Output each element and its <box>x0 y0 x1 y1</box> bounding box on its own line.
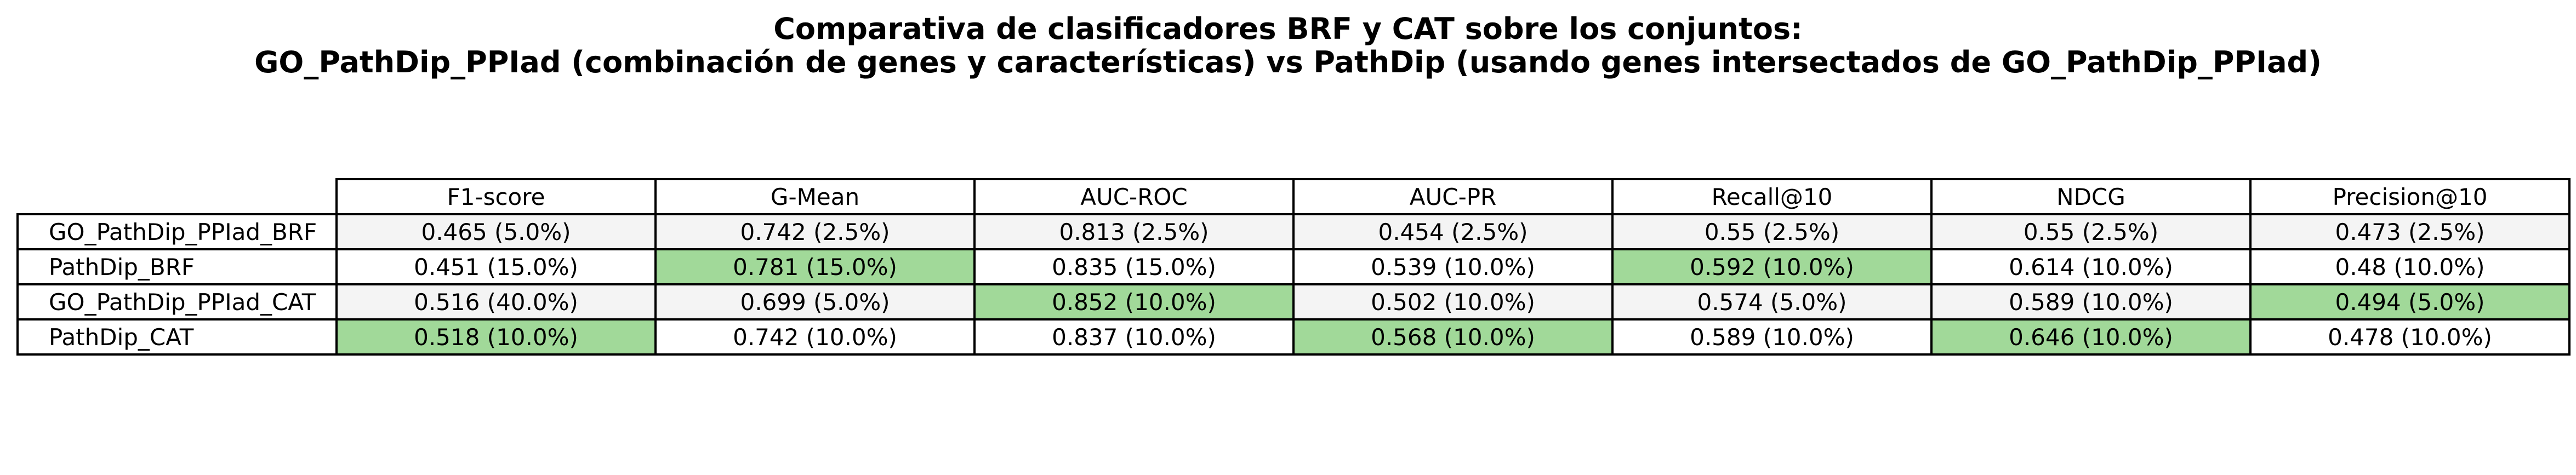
row-header: PathDip_BRF <box>16 248 338 285</box>
table-cell: 0.55 (2.5%) <box>1611 213 1933 250</box>
row-header: GO_PathDip_PPIad_BRF <box>16 213 338 250</box>
table-cell: 0.473 (2.5%) <box>2249 213 2571 250</box>
table-cell: 0.55 (2.5%) <box>1930 213 2252 250</box>
table-row: GO_PathDip_PPIad_BRF 0.465 (5.0%) 0.742 … <box>16 213 2571 250</box>
table-cell: 0.813 (2.5%) <box>973 213 1295 250</box>
chart-title-line-2: GO_PathDip_PPIad (combinación de genes y… <box>254 45 2322 79</box>
table-cell: 0.742 (2.5%) <box>654 213 976 250</box>
corner-cell <box>18 179 338 215</box>
metrics-table: F1-score G-Mean AUC-ROC AUC-PR Recall@10… <box>16 178 2571 356</box>
column-header: AUC-ROC <box>973 178 1295 215</box>
table-cell: 0.852 (10.0%) <box>973 283 1295 321</box>
table-cell: 0.589 (10.0%) <box>1611 318 1933 356</box>
table-row: PathDip_CAT 0.518 (10.0%) 0.742 (10.0%) … <box>16 318 2571 356</box>
table-cell: 0.781 (15.0%) <box>654 248 976 285</box>
column-header: G-Mean <box>654 178 976 215</box>
column-header: NDCG <box>1930 178 2252 215</box>
table-cell: 0.589 (10.0%) <box>1930 283 2252 321</box>
chart-title-line-1: Comparativa de clasificadores BRF y CAT … <box>773 12 1803 46</box>
table-cell: 0.568 (10.0%) <box>1292 318 1614 356</box>
table-cell: 0.837 (10.0%) <box>973 318 1295 356</box>
column-header: Recall@10 <box>1611 178 1933 215</box>
table-cell: 0.48 (10.0%) <box>2249 248 2571 285</box>
table-cell: 0.592 (10.0%) <box>1611 248 1933 285</box>
header-row: F1-score G-Mean AUC-ROC AUC-PR Recall@10… <box>18 178 2571 215</box>
table-cell: 0.614 (10.0%) <box>1930 248 2252 285</box>
table-row: GO_PathDip_PPIad_CAT 0.516 (40.0%) 0.699… <box>16 283 2571 321</box>
table-cell: 0.502 (10.0%) <box>1292 283 1614 321</box>
row-header: GO_PathDip_PPIad_CAT <box>16 283 338 321</box>
row-header: PathDip_CAT <box>16 318 338 356</box>
table-cell: 0.478 (10.0%) <box>2249 318 2571 356</box>
table-cell: 0.539 (10.0%) <box>1292 248 1614 285</box>
table-cell: 0.494 (5.0%) <box>2249 283 2571 321</box>
table-cell: 0.835 (15.0%) <box>973 248 1295 285</box>
column-header: AUC-PR <box>1292 178 1614 215</box>
table-cell: 0.742 (10.0%) <box>654 318 976 356</box>
column-header: F1-score <box>335 178 657 215</box>
table-cell: 0.516 (40.0%) <box>335 283 657 321</box>
table-cell: 0.465 (5.0%) <box>335 213 657 250</box>
table-row: PathDip_BRF 0.451 (15.0%) 0.781 (15.0%) … <box>16 248 2571 285</box>
table-cell: 0.574 (5.0%) <box>1611 283 1933 321</box>
column-header: Precision@10 <box>2249 178 2571 215</box>
table-cell: 0.699 (5.0%) <box>654 283 976 321</box>
table-cell: 0.646 (10.0%) <box>1930 318 2252 356</box>
table-cell: 0.518 (10.0%) <box>335 318 657 356</box>
table-cell: 0.451 (15.0%) <box>335 248 657 285</box>
table-cell: 0.454 (2.5%) <box>1292 213 1614 250</box>
